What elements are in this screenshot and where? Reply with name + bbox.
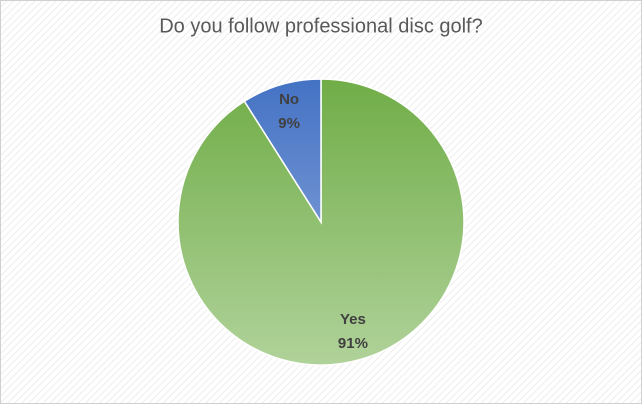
slice-value-label: 91% <box>338 335 368 352</box>
slice-value-label: 9% <box>278 115 300 132</box>
chart-title: Do you follow professional disc golf? <box>159 15 483 37</box>
pie-slice <box>243 78 322 225</box>
slice-category-label: No <box>279 91 299 108</box>
slice-category-label: Yes <box>340 311 366 328</box>
